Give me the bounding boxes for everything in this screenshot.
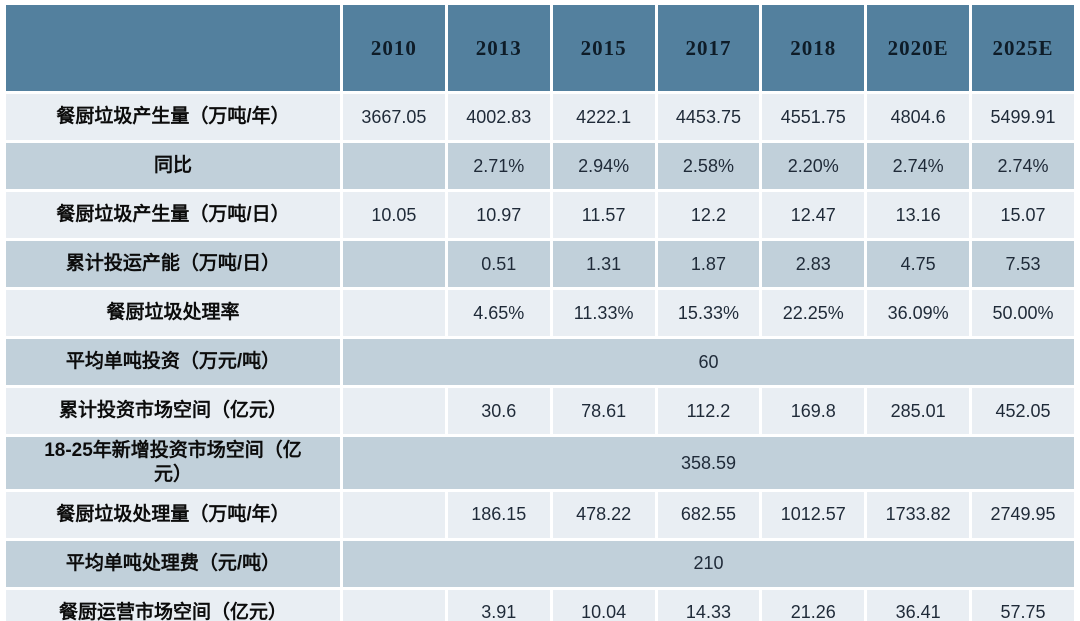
value-cell (343, 290, 445, 336)
table-row: 平均单吨处理费（元/吨） 210 (6, 540, 1074, 587)
value-cell (343, 241, 445, 287)
row-label: 18-25年新增投资市场空间（亿元） (6, 437, 340, 489)
value-cell: 1012.57 (762, 491, 865, 538)
year-header: 2020E (867, 5, 970, 91)
value-cell: 1733.82 (867, 491, 970, 538)
value-cell: 2.71% (447, 143, 550, 189)
value-cell: 2749.95 (972, 491, 1074, 538)
value-cell: 2.20% (762, 143, 865, 189)
value-cell: 2.74% (867, 143, 970, 189)
year-header: 2015 (552, 5, 655, 91)
table-body: 餐厨垃圾产生量（万吨/年） 3667.05 4002.83 4222.1 4453.75… (6, 94, 1074, 621)
value-cell: 2.83 (762, 241, 865, 287)
row-label: 平均单吨投资（万元/吨） (6, 339, 340, 385)
value-cell: 13.16 (867, 192, 970, 238)
value-cell: 1.87 (657, 241, 760, 287)
value-cell: 285.01 (867, 388, 970, 434)
value-cell: 11.33% (552, 290, 655, 336)
row-label: 餐厨垃圾处理量（万吨/年） (6, 491, 340, 538)
value-cell: 22.25% (762, 290, 865, 336)
value-cell: 4222.1 (552, 94, 655, 140)
table-row: 平均单吨投资（万元/吨） 60 (6, 339, 1074, 385)
row-label: 平均单吨处理费（元/吨） (6, 540, 340, 587)
value-cell: 15.07 (972, 192, 1074, 238)
value-cell: 3.91 (447, 589, 550, 621)
year-header: 2010 (343, 5, 445, 91)
value-cell: 10.05 (343, 192, 445, 238)
table-row: 餐厨垃圾处理率 4.65% 11.33% 15.33% 22.25% 36.09% 50.0… (6, 290, 1074, 336)
value-cell: 30.6 (447, 388, 550, 434)
value-cell (343, 388, 445, 434)
year-header: 2013 (447, 5, 550, 91)
table-row: 18-25年新增投资市场空间（亿元） 358.59 (6, 437, 1074, 489)
merged-value-cell: 60 (343, 339, 1074, 385)
merged-value-cell: 358.59 (343, 437, 1074, 489)
year-header: 2018 (762, 5, 865, 91)
table-row: 累计投运产能（万吨/日） 0.51 1.31 1.87 2.83 4.75 7.53 (6, 241, 1074, 287)
value-cell: 186.15 (447, 491, 550, 538)
table-row: 累计投资市场空间（亿元） 30.6 78.61 112.2 169.8 285.01 452… (6, 388, 1074, 434)
value-cell: 3667.05 (343, 94, 445, 140)
value-cell: 4.75 (867, 241, 970, 287)
year-header: 2017 (657, 5, 760, 91)
waste-data-table: 2010 2013 2015 2017 2018 2020E 2025E 餐厨垃圾产生量（万… (3, 2, 1077, 621)
table-row: 餐厨垃圾处理量（万吨/年） 186.15 478.22 682.55 1012.57 17… (6, 491, 1074, 538)
year-header: 2025E (972, 5, 1074, 91)
value-cell: 50.00% (972, 290, 1074, 336)
value-cell: 10.97 (447, 192, 550, 238)
row-label: 餐厨垃圾产生量（万吨/年） (6, 94, 340, 140)
value-cell (343, 589, 445, 621)
value-cell: 57.75 (972, 589, 1074, 621)
value-cell: 169.8 (762, 388, 865, 434)
value-cell: 2.94% (552, 143, 655, 189)
value-cell: 4.65% (447, 290, 550, 336)
row-label: 餐厨垃圾产生量（万吨/日） (6, 192, 340, 238)
value-cell: 4551.75 (762, 94, 865, 140)
value-cell (343, 491, 445, 538)
row-label: 累计投资市场空间（亿元） (6, 388, 340, 434)
value-cell: 4804.6 (867, 94, 970, 140)
value-cell: 15.33% (657, 290, 760, 336)
value-cell: 12.47 (762, 192, 865, 238)
value-cell (343, 143, 445, 189)
row-label: 餐厨垃圾处理率 (6, 290, 340, 336)
value-cell: 78.61 (552, 388, 655, 434)
value-cell: 5499.91 (972, 94, 1074, 140)
table-row: 餐厨垃圾产生量（万吨/日） 10.05 10.97 11.57 12.2 12.47 13.… (6, 192, 1074, 238)
table-row: 餐厨垃圾产生量（万吨/年） 3667.05 4002.83 4222.1 4453.75… (6, 94, 1074, 140)
value-cell: 112.2 (657, 388, 760, 434)
value-cell: 11.57 (552, 192, 655, 238)
value-cell: 2.74% (972, 143, 1074, 189)
value-cell: 21.26 (762, 589, 865, 621)
value-cell: 36.09% (867, 290, 970, 336)
row-label: 累计投运产能（万吨/日） (6, 241, 340, 287)
value-cell: 4453.75 (657, 94, 760, 140)
value-cell: 4002.83 (447, 94, 550, 140)
value-cell: 36.41 (867, 589, 970, 621)
table-header-row: 2010 2013 2015 2017 2018 2020E 2025E (6, 5, 1074, 91)
value-cell: 682.55 (657, 491, 760, 538)
merged-value-cell: 210 (343, 540, 1074, 587)
value-cell: 478.22 (552, 491, 655, 538)
row-label: 餐厨运营市场空间（亿元） (6, 589, 340, 621)
value-cell: 14.33 (657, 589, 760, 621)
corner-header-cell (6, 5, 340, 91)
value-cell: 10.04 (552, 589, 655, 621)
table-row: 餐厨运营市场空间（亿元） 3.91 10.04 14.33 21.26 36.41 57.7… (6, 589, 1074, 621)
value-cell: 2.58% (657, 143, 760, 189)
row-label: 同比 (6, 143, 340, 189)
value-cell: 452.05 (972, 388, 1074, 434)
value-cell: 7.53 (972, 241, 1074, 287)
table-row: 同比 2.71% 2.94% 2.58% 2.20% 2.74% 2.74% (6, 143, 1074, 189)
value-cell: 12.2 (657, 192, 760, 238)
value-cell: 1.31 (552, 241, 655, 287)
value-cell: 0.51 (447, 241, 550, 287)
